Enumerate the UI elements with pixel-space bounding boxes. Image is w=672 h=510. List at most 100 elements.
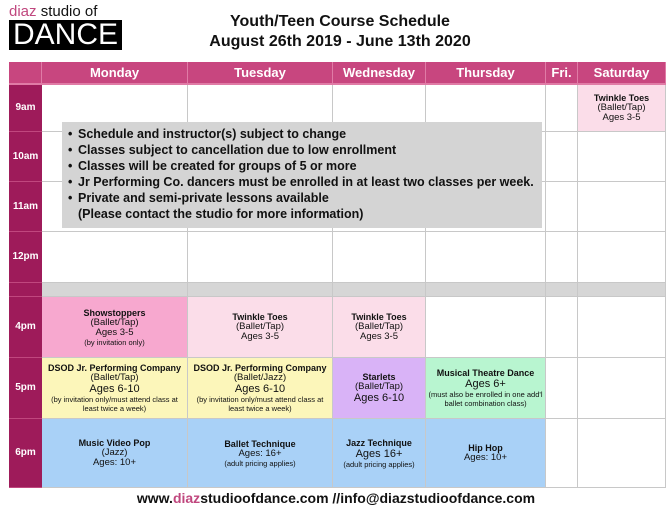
class-style: (Ballet/Tap) — [597, 102, 646, 113]
page-title: Youth/Teen Course Schedule August 26th 2… — [195, 12, 485, 52]
class-style: (Ballet/Tap) — [90, 372, 139, 383]
schedule-cell — [546, 132, 578, 182]
studio-logo: diaz studio of DANCE — [9, 3, 123, 50]
day-header: Wednesday — [333, 62, 426, 85]
class-ages: Ages 16+ — [355, 447, 403, 460]
class-cell: Twinkle Toes (Ballet/Tap) Ages 3-5 — [333, 297, 426, 358]
schedule-cell — [578, 283, 666, 297]
class-style: (Ballet/Tap) — [354, 381, 404, 392]
class-cell: Jazz Technique Ages 16+ (adult pricing app… — [333, 419, 426, 488]
class-ages: Ages 6-10 — [234, 383, 286, 395]
class-ages: Ages: 16+ — [238, 447, 282, 459]
class-ages: Ages 3-5 — [602, 112, 641, 123]
class-ages: Ages: 10+ — [92, 457, 137, 468]
class-name: DSOD Jr. Performing Company — [193, 363, 327, 373]
schedule-cell — [426, 297, 546, 358]
class-style: (Ballet/Tap) — [90, 316, 139, 328]
class-name: Hip Hop — [468, 443, 503, 453]
schedule-cell — [578, 182, 666, 232]
class-name: Twinkle Toes — [351, 312, 407, 322]
class-cell: DSOD Jr. Performing Company (Ballet/Jazz)… — [188, 358, 333, 419]
class-note: (adult pricing applies) — [343, 459, 415, 469]
class-ages: Ages: 10+ — [463, 452, 508, 463]
schedule-cell — [42, 283, 188, 297]
time-label: 5pm — [9, 358, 42, 419]
class-style: (Ballet/Tap) — [235, 321, 285, 332]
class-note: (by invitation only) — [84, 337, 145, 347]
time-label: 12pm — [9, 232, 42, 283]
class-cell: Hip Hop Ages: 10+ — [426, 419, 546, 488]
logo-diaz: diaz — [9, 3, 37, 20]
footer-contact: www.diazstudioofdance.com //info@diazstu… — [0, 490, 672, 506]
schedule-cell — [333, 232, 426, 283]
class-cell: Starlets (Ballet/Tap) Ages 6-10 — [333, 358, 426, 419]
class-name: DSOD Jr. Performing Company — [47, 363, 182, 373]
day-header: Tuesday — [188, 62, 333, 85]
time-label: 6pm — [9, 419, 42, 488]
class-ages: Ages 6-10 — [353, 392, 405, 404]
time-label: 11am — [9, 182, 42, 232]
schedule-cell — [578, 132, 666, 182]
footer-post: studioofdance.com //info@diazstudioofdan… — [200, 490, 536, 506]
schedule-cell — [426, 182, 546, 232]
class-name: Jazz Technique — [346, 437, 412, 448]
schedule-cell — [42, 232, 188, 283]
schedule-cell — [578, 419, 666, 488]
time-label: 4pm — [9, 297, 42, 358]
schedule-cell — [546, 358, 578, 419]
title-line1: Youth/Teen Course Schedule — [230, 13, 450, 30]
class-name: Showstoppers — [83, 307, 146, 318]
class-name: Twinkle Toes — [232, 312, 288, 322]
title-line2: August 26th 2019 - June 13th 2020 — [209, 33, 471, 50]
notes-continuation: (Please contact the studio for more info… — [78, 207, 364, 221]
class-note: (must also be enrolled in one add'l ball… — [428, 390, 543, 408]
class-ages: Ages 3-5 — [240, 331, 280, 342]
schedule-cell — [546, 85, 578, 132]
note-item: Private and semi-private lessons availab… — [68, 190, 536, 206]
time-label — [9, 283, 42, 297]
class-style: (Jazz) — [101, 447, 128, 458]
notes-box: Schedule and instructor(s) subject to ch… — [62, 122, 542, 228]
class-note: (by invitation only/must attend class at… — [196, 395, 324, 413]
class-note: (adult pricing applies) — [224, 458, 296, 468]
class-name: Starlets — [362, 372, 396, 382]
class-ages: Ages 3-5 — [359, 331, 399, 342]
day-header: Monday — [42, 62, 188, 85]
class-name: Musical Theatre Dance — [436, 368, 535, 378]
class-style: (Ballet/Tap) — [354, 321, 404, 332]
day-header: Thursday — [426, 62, 546, 85]
class-cell: Ballet Technique Ages: 16+ (adult pricing … — [188, 419, 333, 488]
schedule-cell — [546, 419, 578, 488]
class-cell: Twinkle Toes (Ballet/Tap) Ages 3-5 — [188, 297, 333, 358]
footer-pre: www. — [136, 490, 173, 506]
class-ages: Ages 6-10 — [89, 383, 140, 395]
header-corner — [9, 62, 42, 85]
schedule-cell — [188, 283, 333, 297]
logo-dance: DANCE — [9, 20, 123, 50]
class-name: Music Video Pop — [78, 438, 151, 448]
time-label: 9am — [9, 85, 42, 132]
class-ages: Ages 3-5 — [95, 326, 134, 338]
class-cell: Musical Theatre Dance Ages 6+ (must also b… — [426, 358, 546, 419]
class-cell: Twinkle Toes (Ballet/Tap) Ages 3-5 — [578, 85, 666, 132]
schedule-cell — [188, 232, 333, 283]
schedule-cell — [546, 283, 578, 297]
schedule-cell — [578, 358, 666, 419]
class-note: (by invitation only/must attend class at… — [51, 395, 178, 413]
class-style: (Ballet/Jazz) — [233, 372, 287, 383]
class-cell: DSOD Jr. Performing Company (Ballet/Tap) A… — [42, 358, 188, 419]
schedule-cell — [546, 232, 578, 283]
schedule-cell — [333, 283, 426, 297]
note-item: Classes subject to cancellation due to l… — [68, 142, 536, 158]
schedule-cell — [426, 283, 546, 297]
note-item: Classes will be created for groups of 5 … — [68, 158, 536, 174]
footer-accent: diaz — [172, 490, 201, 506]
time-label: 10am — [9, 132, 42, 182]
schedule-cell — [578, 232, 666, 283]
class-ages: Ages 6+ — [465, 378, 506, 390]
logo-studio-of: studio of — [36, 3, 98, 20]
schedule-cell — [578, 297, 666, 358]
schedule-cell — [546, 297, 578, 358]
class-cell: Music Video Pop (Jazz) Ages: 10+ — [42, 419, 188, 488]
note-item: Schedule and instructor(s) subject to ch… — [68, 126, 536, 142]
